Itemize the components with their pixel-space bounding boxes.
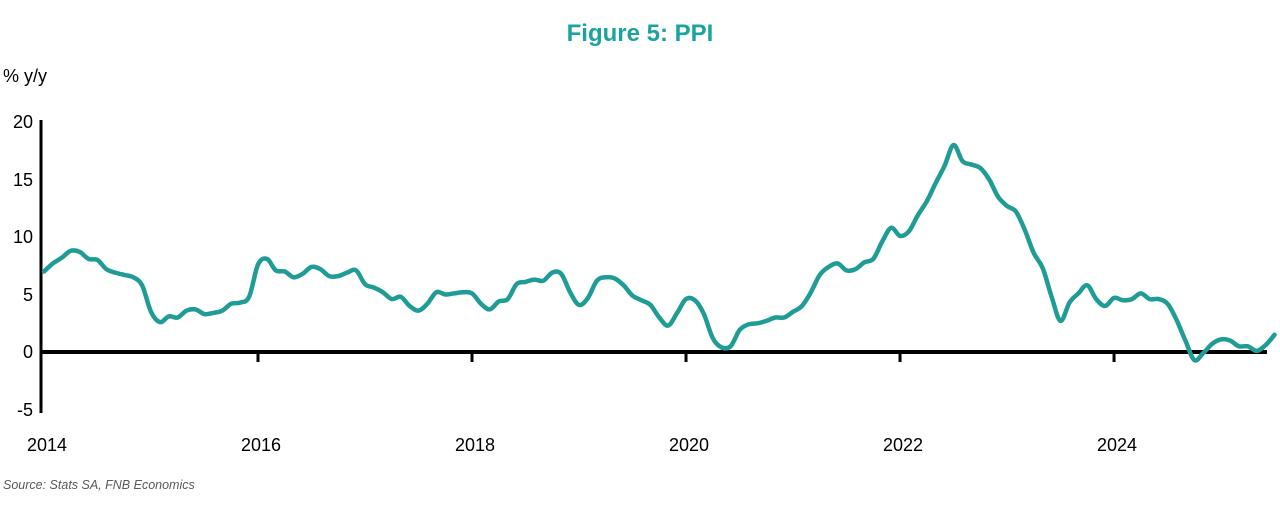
y-axis-tick-label: 20 <box>12 112 33 132</box>
y-axis-tick-label: 0 <box>22 342 33 362</box>
x-axis-tick-label: 2018 <box>454 435 496 455</box>
y-axis-tick-label: -5 <box>16 399 33 420</box>
x-axis-tick-label: 2024 <box>1097 435 1138 455</box>
source-note: Source: Stats SA, FNB Economics <box>3 478 195 492</box>
x-axis-tick-label: 2020 <box>668 435 710 455</box>
y-axis-unit-label: % y/y <box>3 66 48 86</box>
y-axis-tick-label: 5 <box>22 284 33 305</box>
y-axis-tick-label: 10 <box>12 227 33 247</box>
x-axis-tick-label: 2016 <box>240 435 282 455</box>
chart-title: Figure 5: PPI <box>566 20 714 47</box>
x-axis-tick-label: 2014 <box>26 435 68 455</box>
ppi-line-series <box>41 142 1277 363</box>
x-axis-tick-label: 2022 <box>883 435 924 455</box>
y-axis-tick-label: 15 <box>12 169 33 190</box>
